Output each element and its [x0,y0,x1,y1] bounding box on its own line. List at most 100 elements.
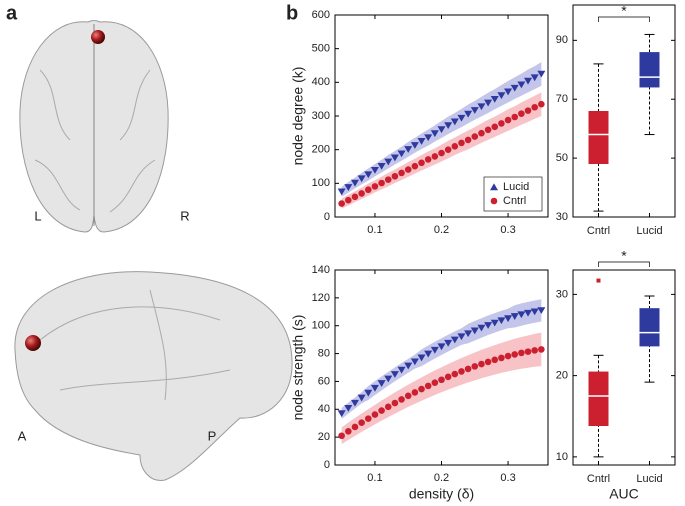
marker [464,365,472,373]
marker [498,120,505,127]
marker [457,114,466,122]
marker [524,348,532,355]
marker [391,399,399,407]
x-tick-label: 0.1 [367,472,382,484]
marker [384,158,393,166]
orientation-label: A [18,428,27,443]
marker [497,92,506,100]
marker [364,389,373,397]
error-band [341,299,542,420]
marker [397,150,406,158]
node-sphere [25,335,41,351]
marker [357,394,366,402]
marker [538,100,545,108]
x-tick-label: 0.1 [367,224,382,236]
brain-side-view [14,271,293,481]
marker [504,116,512,124]
marker [537,70,546,78]
marker [371,183,379,190]
marker [457,333,466,341]
marker [490,319,499,327]
marker [530,308,539,316]
marker [417,354,426,362]
marker [450,336,459,344]
marker [384,375,393,383]
marker [364,415,372,422]
y-tick-label: 70 [556,93,568,105]
y-tick-label: 300 [312,110,330,122]
marker [345,427,352,435]
box [588,111,609,164]
marker [531,103,538,111]
marker [471,133,479,140]
marker [518,349,525,357]
marker [345,196,352,204]
marker [438,376,445,384]
marker [484,126,492,134]
marker [344,404,353,412]
marker [484,99,493,107]
marker [470,107,479,114]
marker [404,146,413,153]
marker [504,88,513,96]
x-axis-label: AUC [609,486,639,502]
y-tick-label: 0 [324,211,330,223]
marker [364,186,372,194]
marker [377,162,386,170]
y-tick-label: 120 [312,292,330,304]
marker [404,362,413,370]
marker [530,74,539,82]
marker [378,179,385,187]
y-tick-label: 500 [312,43,330,55]
marker [391,172,399,180]
marker [470,327,479,335]
marker [397,366,406,374]
marker [511,113,519,121]
significance-bracket [598,16,650,22]
y-tick-label: 140 [312,264,330,276]
marker [451,370,459,378]
marker [511,351,519,358]
legend-box [483,176,543,212]
y-tick-label: 100 [312,320,330,332]
marker [377,380,386,387]
marker [430,346,439,354]
y-tick-label: 50 [556,152,568,164]
x-axis-label: density (δ) [409,486,474,502]
plot-frame [572,4,676,218]
marker [431,379,439,386]
orientation-label: L [34,208,41,223]
panel-label: a [6,2,18,24]
marker [437,343,446,351]
marker [510,84,519,92]
plot-frame [572,269,676,466]
x-tick-label: Lucid [636,473,662,485]
marker [484,358,492,366]
marker [337,188,346,196]
marker [458,368,465,375]
marker [430,130,439,138]
y-tick-label: 100 [312,177,330,189]
outlier [596,278,601,283]
marker [438,149,445,157]
significance-label: * [621,3,627,19]
x-tick-label: 0.2 [434,224,449,236]
marker [371,411,379,418]
x-tick-label: Cntrl [587,473,610,485]
y-tick-label: 30 [556,288,568,300]
marker [390,371,399,378]
marker [444,122,453,130]
marker [458,139,465,147]
marker [404,166,412,173]
legend-marker [490,183,498,191]
marker [498,354,505,362]
marker [464,136,472,144]
x-tick-label: Lucid [636,225,662,237]
marker [431,153,439,160]
marker [491,123,499,131]
box [588,371,609,426]
y-tick-label: 200 [312,144,330,156]
marker [424,350,433,358]
x-tick-label: Cntrl [587,225,610,237]
marker [351,193,359,201]
